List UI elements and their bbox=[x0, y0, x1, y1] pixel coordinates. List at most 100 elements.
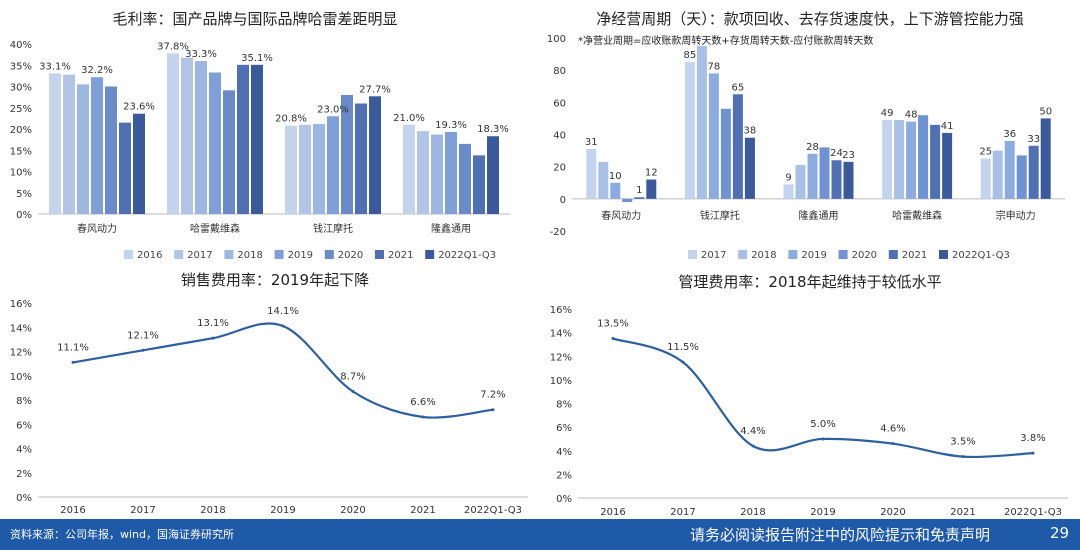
data-label: 48 bbox=[905, 110, 918, 121]
cycle-chart: -20 0 20 40 60 80 100 春风动力 钱江摩托 隆鑫通用 哈雷戴维森 宗申动力 31 10… bbox=[547, 34, 1065, 261]
y-tick-label: 40 bbox=[553, 131, 566, 142]
x-tick-label: 2021 bbox=[410, 505, 435, 516]
data-label: 1 bbox=[636, 185, 642, 196]
data-label: 28 bbox=[806, 142, 819, 153]
bar bbox=[586, 148, 597, 199]
bar bbox=[181, 57, 193, 214]
y-tick-label: 12% bbox=[550, 352, 572, 363]
legend-label: 2019 bbox=[288, 250, 313, 261]
bar bbox=[831, 160, 842, 199]
category-label: 哈雷戴维森 bbox=[892, 209, 942, 222]
data-label: 32.2% bbox=[81, 65, 113, 76]
bar bbox=[1016, 155, 1027, 199]
y-tick-label: 60 bbox=[553, 98, 566, 109]
x-tick-label: 2020 bbox=[880, 507, 905, 518]
y-tick-label: 6% bbox=[556, 423, 572, 434]
legend-swatch bbox=[124, 250, 133, 259]
legend-swatch bbox=[375, 250, 384, 259]
legend-label: 2020 bbox=[852, 250, 877, 261]
chart-canvas: 毛利率：国产品牌与国际品牌哈雷差距明显 净经营周期（天）：款项回收、去存货速度快… bbox=[10, 10, 1068, 518]
legend-swatch bbox=[888, 250, 898, 259]
y-tick-label: 10% bbox=[10, 168, 32, 179]
data-label: 7.2% bbox=[480, 390, 505, 401]
data-point bbox=[891, 442, 895, 446]
bar bbox=[744, 137, 755, 199]
x-tick-label: 2019 bbox=[810, 507, 835, 518]
legend-swatch bbox=[274, 250, 284, 259]
bar bbox=[622, 198, 633, 203]
data-label: 14.1% bbox=[267, 306, 299, 317]
data-label: 11.5% bbox=[667, 342, 699, 353]
bar bbox=[431, 134, 443, 214]
y-tick-label: 5% bbox=[16, 189, 32, 200]
bar bbox=[487, 136, 499, 214]
data-label: 27.7% bbox=[359, 84, 391, 95]
data-point bbox=[351, 390, 355, 394]
bar bbox=[369, 96, 381, 214]
data-label: 23.0% bbox=[317, 104, 349, 115]
legend-label: 2018 bbox=[751, 250, 776, 261]
bar bbox=[473, 155, 485, 214]
source-note: 资料来源：公司年报，wind，国海证券研究所 bbox=[10, 528, 235, 541]
y-tick-label: 100 bbox=[547, 34, 566, 45]
y-tick-label: 0% bbox=[16, 210, 32, 221]
bar bbox=[930, 124, 941, 199]
category-label: 隆鑫通用 bbox=[799, 209, 839, 222]
data-label: 4.4% bbox=[740, 426, 765, 437]
data-label: 23 bbox=[842, 150, 855, 161]
gross-margin-chart: 0% 5% 10% 15% 20% 25% 30% 35% 40% 春风动力 哈雷戴维森 钱江摩托 隆鑫… bbox=[10, 40, 510, 261]
bar bbox=[209, 72, 221, 214]
data-label: 12 bbox=[645, 168, 658, 179]
x-tick-label: 2018 bbox=[740, 507, 765, 518]
data-point bbox=[211, 336, 215, 340]
x-tick-label: 2018 bbox=[200, 505, 225, 516]
bar bbox=[1040, 118, 1051, 199]
data-point bbox=[1031, 451, 1035, 455]
y-tick-label: 20% bbox=[10, 125, 32, 136]
bar bbox=[355, 103, 367, 214]
bar bbox=[696, 46, 707, 199]
y-tick-label: 16% bbox=[10, 299, 32, 310]
category-label: 春风动力 bbox=[601, 209, 641, 222]
legend-label: 2019 bbox=[801, 250, 826, 261]
data-label: 31 bbox=[585, 137, 598, 148]
legend-swatch bbox=[425, 250, 435, 259]
data-label: 9 bbox=[785, 172, 791, 183]
y-tick-label: 0 bbox=[560, 195, 566, 206]
bar bbox=[598, 161, 609, 199]
bar bbox=[843, 161, 854, 199]
data-label: 18.3% bbox=[477, 124, 509, 135]
legend-label: 2018 bbox=[237, 250, 262, 261]
data-label: 33.3% bbox=[185, 49, 217, 60]
legend-swatch bbox=[838, 250, 848, 259]
y-tick-label: 10% bbox=[550, 376, 572, 387]
sales-chart: 0% 2% 4% 6% 8% 10% 12% 14% 16% 2016 11.1% 2017 12.1%… bbox=[10, 299, 528, 516]
bar bbox=[819, 147, 830, 199]
bar bbox=[1028, 145, 1039, 199]
category-label: 钱江摩托 bbox=[313, 222, 353, 235]
data-label: 21.0% bbox=[393, 113, 425, 124]
disclaimer-link[interactable]: 请务必阅读报告附注中的风险提示和免责声明 bbox=[690, 526, 991, 544]
y-tick-label: 20 bbox=[553, 163, 566, 174]
bar bbox=[63, 74, 75, 214]
x-tick-label: 2016 bbox=[60, 505, 85, 516]
data-label: 12.1% bbox=[127, 330, 159, 341]
bar bbox=[285, 125, 297, 214]
bar bbox=[807, 153, 818, 199]
legend-swatch bbox=[324, 250, 334, 259]
bar bbox=[341, 95, 353, 214]
y-tick-label: 4% bbox=[16, 445, 32, 456]
legend-swatch bbox=[174, 250, 184, 259]
bar bbox=[684, 62, 695, 199]
y-tick-label: 4% bbox=[556, 447, 572, 458]
bar bbox=[646, 179, 657, 199]
category-label: 春风动力 bbox=[77, 222, 117, 235]
bar bbox=[708, 73, 719, 199]
cycle-title: 净经营周期（天）：款项回收、去存货速度快，上下游管控能力强 bbox=[596, 10, 1024, 28]
y-tick-label: 6% bbox=[16, 420, 32, 431]
data-label: 65 bbox=[732, 82, 745, 93]
legend-label: 2017 bbox=[187, 250, 212, 261]
data-label: 10 bbox=[609, 171, 622, 182]
data-point bbox=[681, 360, 685, 364]
gross-margin-title: 毛利率：国产品牌与国际品牌哈雷差距明显 bbox=[112, 10, 397, 28]
